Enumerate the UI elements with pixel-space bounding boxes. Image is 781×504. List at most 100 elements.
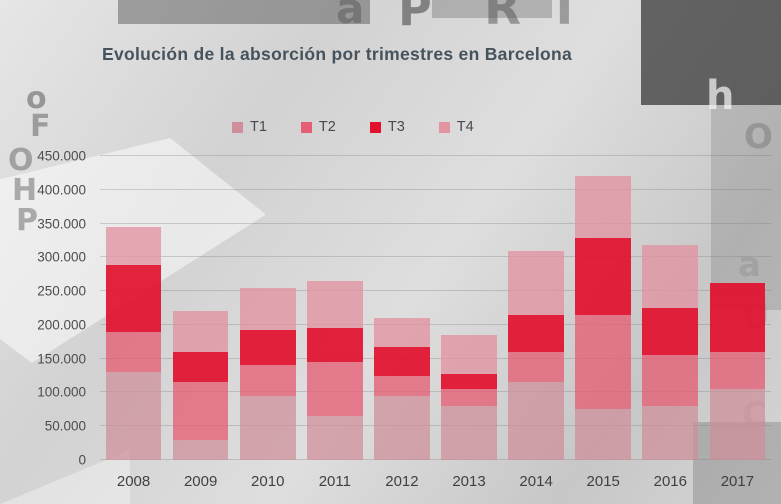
x-tick-label: 2016 <box>653 473 687 490</box>
stacked-bar-2010 <box>239 156 296 460</box>
gridline <box>100 323 771 325</box>
bar-segment-t4 <box>508 250 564 315</box>
background-letter: o <box>26 81 47 116</box>
bar-segment-t3 <box>105 265 162 332</box>
stacked-bar-2017 <box>709 156 766 460</box>
stacked-bar-2008 <box>105 156 162 460</box>
bar-segment-t2 <box>575 314 632 410</box>
background-letter: P <box>398 0 432 36</box>
x-axis-labels: 2008 2009 2010 2011 2012 2013 2014 2015 2016 2017 <box>100 473 771 490</box>
bar-segment-t4 <box>306 281 363 329</box>
y-tick-label: 350.000 <box>37 216 86 232</box>
bar-segment-t1 <box>306 416 363 460</box>
bar-group-2010 <box>234 156 301 460</box>
bars <box>100 156 771 460</box>
bar-group-2017 <box>704 156 771 460</box>
legend-item-t2: T2 <box>300 119 336 135</box>
bar-segment-t2 <box>306 362 363 417</box>
y-tick-label: 200.000 <box>37 317 86 333</box>
stacked-bar-2013 <box>441 156 497 460</box>
bar-segment-t2 <box>239 365 296 396</box>
bar-segment-t4 <box>172 311 229 352</box>
background-letter: R <box>484 0 521 36</box>
bar-segment-t1 <box>172 439 229 460</box>
bar-segment-t2 <box>642 355 699 406</box>
x-tick-label: 2009 <box>183 473 218 490</box>
legend-swatch-t3 <box>369 121 381 133</box>
y-tick-label: 400.000 <box>37 182 86 198</box>
bar-group-2009 <box>167 156 234 460</box>
bar-segment-t3 <box>374 347 430 376</box>
legend-swatch-t1 <box>232 121 243 133</box>
bar-group-2013 <box>435 156 502 460</box>
gridline <box>100 459 771 460</box>
legend-label: T2 <box>318 119 336 135</box>
background-letter: F <box>30 109 51 144</box>
bar-segment-t2 <box>172 382 229 440</box>
bar-segment-t3 <box>575 238 632 315</box>
y-tick-label: 0 <box>78 452 86 468</box>
bar-segment-t2 <box>709 351 766 390</box>
gridline <box>100 256 771 258</box>
bar-segment-t2 <box>508 351 564 383</box>
bar-segment-t4 <box>642 245 699 309</box>
bar-group-2016 <box>637 156 704 460</box>
x-tick-label: 2010 <box>251 473 285 490</box>
x-tick-label: 2008 <box>116 473 151 490</box>
stacked-bar-2014 <box>508 156 564 460</box>
background-letter: O <box>744 117 773 157</box>
x-tick-label: 2012 <box>385 473 419 490</box>
bar-segment-t1 <box>105 372 162 460</box>
bar-group-2011 <box>301 156 368 460</box>
bar-segment-t1 <box>374 395 430 460</box>
bar-segment-t4 <box>105 226 162 266</box>
legend-label: T1 <box>250 119 267 135</box>
y-tick-label: 250.000 <box>37 283 86 299</box>
bar-segment-t3 <box>642 308 699 356</box>
gridline <box>100 425 771 427</box>
legend-label: T4 <box>456 119 474 135</box>
y-axis-labels: 0 50.000 100.000 150.000 200.000 250.000 300.0… <box>0 149 92 468</box>
background-letter: h <box>706 73 735 119</box>
stacked-bar-2016 <box>642 156 699 460</box>
bar-segment-t4 <box>575 176 632 239</box>
bar-segment-t1 <box>642 405 699 460</box>
bar-segment-t1 <box>575 409 632 460</box>
y-tick-label: 450.000 <box>37 148 86 164</box>
plot-area <box>100 155 771 460</box>
bar-group-2012 <box>368 156 435 460</box>
background-shape <box>118 0 370 24</box>
bar-segment-t4 <box>239 287 296 331</box>
x-tick-label: 2014 <box>519 473 553 490</box>
bar-segment-t3 <box>709 283 766 352</box>
bar-segment-t3 <box>239 330 296 366</box>
x-tick-label: 2017 <box>720 473 755 490</box>
gridline <box>100 391 771 393</box>
bar-segment-t3 <box>508 314 564 352</box>
gridline <box>100 188 771 190</box>
chart-title: Evolución de la absorción por trimestres… <box>102 44 573 64</box>
x-tick-label: 2011 <box>318 473 351 490</box>
bar-segment-t3 <box>441 374 497 390</box>
background-letter: T <box>548 0 581 36</box>
y-tick-label: 50.000 <box>44 418 86 434</box>
bar-segment-t1 <box>239 395 296 460</box>
y-tick-label: 300.000 <box>37 249 86 265</box>
legend-swatch-t4 <box>438 121 450 133</box>
legend-swatch-t2 <box>300 121 312 133</box>
bar-segment-t3 <box>172 351 229 383</box>
bar-segment-t1 <box>441 405 497 460</box>
bar-segment-t1 <box>508 382 564 460</box>
bar-segment-t2 <box>105 331 162 373</box>
bar-segment-t4 <box>374 318 430 348</box>
gridline <box>100 290 771 292</box>
chart-legend: T1 T2 T3 T4 <box>232 119 474 135</box>
bar-segment-t2 <box>374 375 430 396</box>
bar-group-2014 <box>503 156 570 460</box>
stacked-bar-2015 <box>575 156 632 460</box>
background-shape <box>641 0 781 105</box>
x-tick-label: 2013 <box>452 473 486 490</box>
y-tick-label: 150.000 <box>37 351 86 367</box>
gridline <box>100 155 771 156</box>
